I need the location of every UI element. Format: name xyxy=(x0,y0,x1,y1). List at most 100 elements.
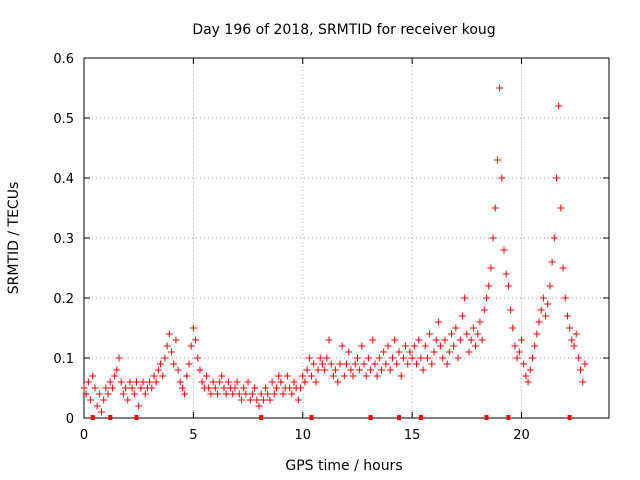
y-tick-label: 0.4 xyxy=(53,172,74,187)
data-point xyxy=(148,384,156,392)
data-point xyxy=(493,156,501,164)
data-point xyxy=(318,360,326,368)
data-point xyxy=(192,336,200,344)
data-point xyxy=(286,384,294,392)
x-tick-label: 10 xyxy=(294,428,311,443)
x-tick-label: 20 xyxy=(513,428,530,443)
data-point xyxy=(443,360,451,368)
data-point xyxy=(502,270,510,278)
data-point xyxy=(262,384,270,392)
data-point xyxy=(259,396,267,404)
data-point xyxy=(246,396,254,404)
chart-title: Day 196 of 2018, SRMTID for receiver kou… xyxy=(192,22,495,38)
data-point xyxy=(373,372,381,380)
data-point xyxy=(194,354,202,362)
data-point xyxy=(122,384,130,392)
data-point xyxy=(130,390,138,398)
data-point xyxy=(358,342,366,350)
data-point xyxy=(329,372,337,380)
data-point xyxy=(550,234,558,242)
bottom-mark xyxy=(259,415,264,420)
data-point xyxy=(207,390,215,398)
data-point xyxy=(137,384,145,392)
data-point xyxy=(113,366,121,374)
data-point xyxy=(273,384,280,392)
data-point xyxy=(275,372,283,380)
data-point xyxy=(95,390,103,398)
data-point xyxy=(544,300,552,308)
data-point xyxy=(410,342,418,350)
data-point xyxy=(397,372,405,380)
data-point xyxy=(356,366,364,374)
data-point xyxy=(511,342,519,350)
data-point xyxy=(491,204,499,212)
data-point xyxy=(308,372,315,380)
data-point xyxy=(154,366,162,374)
data-point xyxy=(165,330,173,338)
data-point xyxy=(253,396,261,404)
data-point xyxy=(465,348,473,356)
y-tick-label: 0.2 xyxy=(53,292,74,307)
data-point xyxy=(388,354,396,362)
data-point xyxy=(150,372,158,380)
data-point xyxy=(80,384,88,392)
data-point xyxy=(524,378,532,386)
data-point xyxy=(489,234,497,242)
data-point xyxy=(82,390,90,398)
data-point xyxy=(577,366,585,374)
data-point xyxy=(537,306,545,314)
bottom-mark xyxy=(108,415,113,420)
data-point xyxy=(248,390,256,398)
data-point xyxy=(369,336,377,344)
data-point xyxy=(375,354,383,362)
data-point xyxy=(89,372,97,380)
data-point xyxy=(255,402,263,410)
data-point xyxy=(382,360,390,368)
data-point xyxy=(181,390,189,398)
data-point xyxy=(170,360,178,368)
bottom-mark xyxy=(368,415,373,420)
data-point xyxy=(185,360,193,368)
data-point xyxy=(238,396,245,404)
data-point xyxy=(279,390,287,398)
data-point xyxy=(235,390,243,398)
data-point xyxy=(106,378,114,386)
data-point xyxy=(557,204,565,212)
data-point xyxy=(399,354,407,362)
data-point xyxy=(402,342,410,350)
data-point xyxy=(572,330,580,338)
data-point xyxy=(555,102,563,110)
data-point xyxy=(579,378,587,386)
data-point xyxy=(91,384,99,392)
data-point xyxy=(428,360,436,368)
data-point xyxy=(283,372,291,380)
data-point xyxy=(152,378,160,386)
data-point xyxy=(203,372,210,380)
data-point xyxy=(539,294,547,302)
data-point xyxy=(314,366,322,374)
data-point xyxy=(189,324,197,332)
data-point xyxy=(251,384,259,392)
data-point xyxy=(244,378,252,386)
data-point xyxy=(445,348,453,356)
data-point xyxy=(211,384,219,392)
data-point xyxy=(362,372,370,380)
data-point xyxy=(264,390,272,398)
data-point xyxy=(340,372,348,380)
data-point xyxy=(467,336,475,344)
data-point xyxy=(102,384,110,392)
data-point xyxy=(124,396,132,404)
data-point xyxy=(133,378,140,386)
data-point xyxy=(218,372,226,380)
data-point xyxy=(452,324,460,332)
y-tick-label: 0.3 xyxy=(53,232,74,247)
data-point xyxy=(209,378,217,386)
data-point xyxy=(268,378,276,386)
data-point xyxy=(423,354,431,362)
data-point xyxy=(563,312,571,320)
data-point xyxy=(305,354,313,362)
data-point xyxy=(343,360,350,368)
data-point xyxy=(111,372,119,380)
data-point xyxy=(393,360,401,368)
